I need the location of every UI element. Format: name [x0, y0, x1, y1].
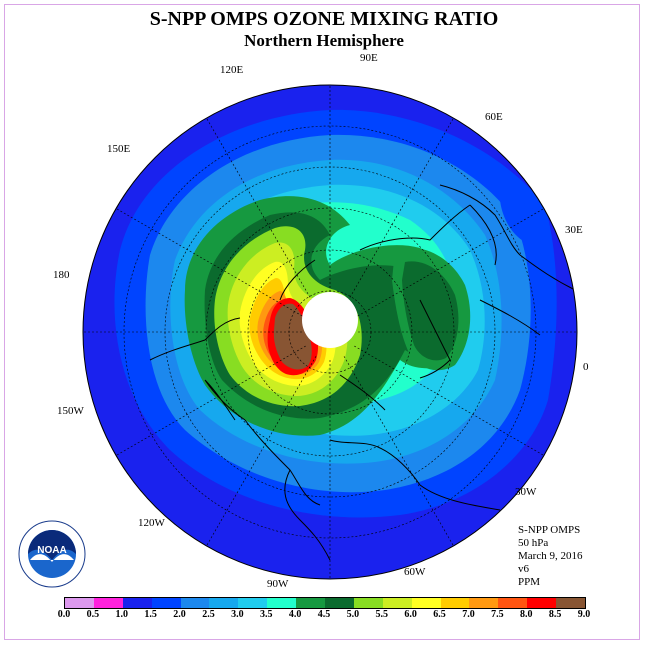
meridian-line [343, 356, 454, 547]
colorbar-segment [122, 598, 152, 608]
colorbar-tick-label: 1.5 [144, 609, 157, 620]
map-subtitle: Northern Hemisphere [244, 31, 404, 50]
meridian-line [206, 117, 317, 308]
colorbar-tick-label: 6.5 [433, 609, 446, 620]
lon-label-150w: 150W [57, 405, 85, 417]
meridian-lines [83, 85, 577, 579]
colorbar-tick-label: 1.0 [115, 609, 129, 620]
colorbar-segment [440, 598, 470, 608]
colorbar-segment [93, 598, 123, 608]
colorbar-tick-label: 3.5 [259, 609, 273, 620]
lon-label-180: 180 [53, 269, 70, 281]
colorbar-tick-label: 5.0 [346, 609, 360, 620]
map-boundary [82, 84, 578, 580]
info-date: March 9, 2016 [518, 550, 583, 562]
meridian-line [115, 208, 306, 319]
info-instrument: S-NPP OMPS [518, 524, 581, 536]
lon-label-120e: 120E [220, 64, 244, 76]
colorbar-tick-label: 8.5 [548, 609, 562, 620]
lon-label-60e: 60E [485, 111, 503, 123]
colorbar-tick-label: 5.5 [375, 609, 389, 620]
colorbar-segment [527, 598, 557, 608]
colorbar-tick-label: 0.5 [86, 609, 100, 620]
colorbar-tick-label: 0.0 [57, 609, 71, 620]
colorbar-segment [238, 598, 268, 608]
colorbar-labels: 0.0 0.5 1.0 1.5 2.0 2.5 3.0 3.5 4.0 4.5 5.0 5.5 6.0 6… [52, 609, 596, 623]
noaa-logo-text: NOAA [37, 545, 66, 556]
lon-label-30w: 30W [515, 486, 537, 498]
lon-label-90e: 90E [360, 52, 378, 64]
lon-label-30e: 30E [565, 224, 583, 236]
lon-label-60w: 60W [404, 566, 426, 578]
lon-label-0: 0 [583, 361, 589, 373]
colorbar-tick-label: 3.0 [231, 609, 244, 620]
colorbar-segment [469, 598, 499, 608]
colorbar-segment [209, 598, 239, 608]
colorbar-segment [325, 598, 354, 608]
map-title: S-NPP OMPS OZONE MIXING RATIO [149, 8, 499, 30]
contour-europe-5.5 [402, 261, 459, 361]
coastlines [149, 184, 576, 561]
meridian-line [354, 345, 545, 456]
lon-label-90w: 90W [267, 578, 289, 590]
colorbar-segment [353, 598, 383, 608]
colorbar-tick-label: 2.0 [173, 609, 186, 620]
colorbar-tick-label: 6.0 [404, 609, 417, 620]
colorbar-segment [556, 598, 586, 608]
colorbar-segment [267, 598, 297, 608]
meridian-line [343, 117, 454, 308]
meridian-line [354, 208, 545, 319]
meridian-line [115, 345, 306, 456]
noaa-logo-icon: NOAA [18, 520, 86, 588]
colorbar [64, 597, 586, 609]
contour-atlantic-low [500, 198, 546, 245]
meridian-line [206, 356, 317, 547]
colorbar-segment [65, 598, 94, 608]
info-level: 50 hPa [518, 537, 549, 549]
colorbar-tick-label: 7.0 [462, 609, 475, 620]
colorbar-tick-label: 2.5 [202, 609, 215, 620]
ozone-field [83, 85, 577, 579]
colorbar-segment [296, 598, 326, 608]
figure-frame [4, 4, 640, 640]
colorbar-tick-label: 4.5 [317, 609, 331, 620]
polar-no-data [302, 292, 358, 348]
longitude-labels: 90E 60E 30E 0 30W 60W 90W 120W 150W 180 … [53, 52, 589, 590]
colorbar-tick-label: 7.5 [491, 609, 504, 620]
colorbar-segment [151, 598, 181, 608]
colorbar-tick-label: 8.0 [519, 609, 533, 620]
lon-label-120w: 120W [138, 517, 166, 529]
colorbar-tick-label: 9.0 [577, 609, 591, 620]
colorbar-segment [180, 598, 210, 608]
info-units: PPM [518, 576, 541, 588]
info-version: v6 [518, 563, 529, 575]
colorbar-tick-label: 4.0 [288, 609, 302, 620]
colorbar-segment [382, 598, 412, 608]
lon-label-150e: 150E [107, 143, 131, 155]
colorbar-segment [411, 598, 441, 608]
colorbar-segment [498, 598, 528, 608]
